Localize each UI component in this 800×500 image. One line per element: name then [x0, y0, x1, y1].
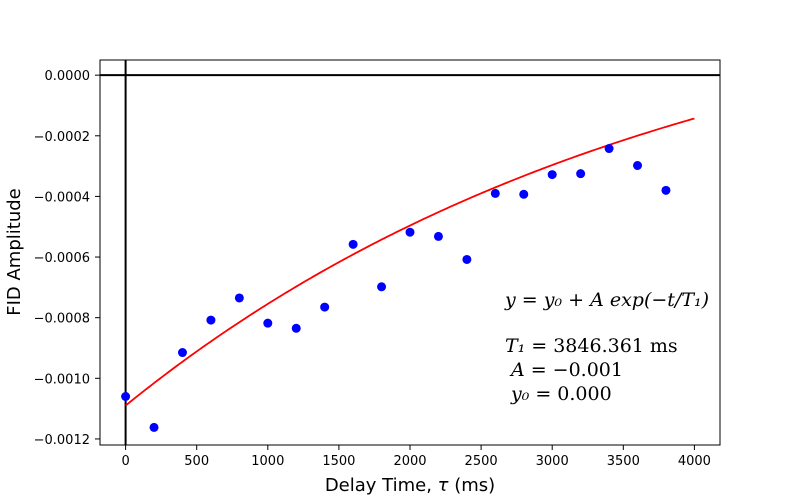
- data-point: [177, 348, 187, 358]
- y-tick-label: −0.0012: [34, 433, 90, 448]
- x-tick-label: 3000: [536, 454, 569, 469]
- y-tick-label: −0.0008: [34, 312, 90, 327]
- data-point: [576, 169, 586, 179]
- y-tick-label: −0.0010: [34, 372, 90, 387]
- data-point: [405, 227, 415, 237]
- data-point: [263, 318, 273, 328]
- plot-area: [99, 59, 721, 446]
- a-parameter: A = −0.001: [509, 359, 623, 381]
- data-point: [291, 323, 301, 333]
- x-tick-label: 3500: [607, 454, 640, 469]
- fit-annotation: y = y₀ + A exp(−t/T₁) T₁ = 3846.361 ms A = −…: [504, 289, 709, 405]
- data-point: [490, 188, 500, 198]
- x-tick-label: 2000: [393, 454, 426, 469]
- data-point: [149, 422, 159, 432]
- x-tick-label: 500: [184, 454, 209, 469]
- data-point: [462, 254, 472, 264]
- data-point: [234, 293, 244, 303]
- data-point: [633, 160, 643, 170]
- t1-parameter: T₁ = 3846.361 ms: [505, 335, 678, 357]
- x-axis-label: Delay Time, τ (ms): [325, 475, 495, 496]
- y-tick-label: −0.0002: [34, 130, 90, 145]
- x-tick-label: 2500: [465, 454, 498, 469]
- data-point: [604, 144, 614, 154]
- data-point: [547, 170, 557, 180]
- x-tick-label: 0: [121, 454, 129, 469]
- data-point: [121, 391, 131, 401]
- y0-parameter: y₀ = 0.000: [510, 383, 612, 405]
- data-point: [377, 282, 387, 292]
- data-point: [519, 189, 529, 199]
- y-tick-label: −0.0006: [34, 251, 90, 266]
- data-point: [661, 185, 671, 195]
- fit-equation: y = y₀ + A exp(−t/T₁): [504, 289, 709, 311]
- y-axis-label: FID Amplitude: [4, 188, 25, 316]
- data-point: [433, 231, 443, 241]
- data-point: [206, 315, 216, 325]
- y-tick-label: 0.0000: [45, 69, 91, 84]
- x-tick-label: 4000: [678, 454, 711, 469]
- x-tick-label: 1500: [322, 454, 355, 469]
- x-tick-label: 1000: [251, 454, 284, 469]
- fit-curve-line: [125, 117, 695, 407]
- data-point: [320, 302, 330, 312]
- y-tick-label: −0.0004: [34, 190, 90, 205]
- data-point: [348, 239, 358, 249]
